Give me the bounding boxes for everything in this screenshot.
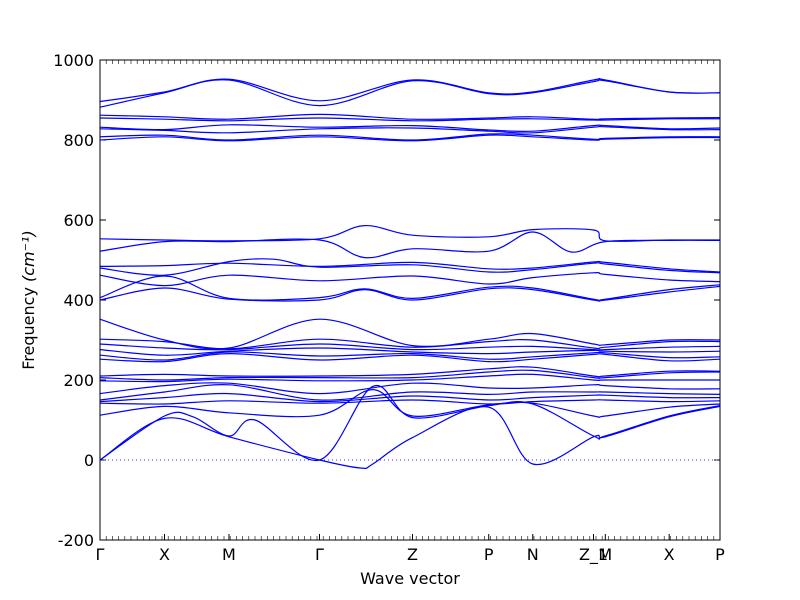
band-line-2 xyxy=(99,79,721,108)
plot-frame xyxy=(99,59,721,541)
band-line-16 xyxy=(99,318,721,350)
x-tick-label: X xyxy=(159,545,170,564)
band-line-12 xyxy=(99,258,721,276)
band-line-3 xyxy=(99,113,721,120)
x-tick-label: Z_1 xyxy=(579,545,608,565)
band-line-20 xyxy=(99,351,721,361)
y-tick-label: 1000 xyxy=(53,51,94,70)
band-line-24 xyxy=(99,373,720,383)
band-line-4 xyxy=(99,117,721,122)
band-line-9 xyxy=(99,224,721,242)
band-line-19 xyxy=(99,347,721,356)
y-axis-label: Frequency (cm⁻¹) xyxy=(19,230,38,369)
y-tick-label: 0 xyxy=(84,451,94,470)
x-tick-label: M xyxy=(222,545,236,564)
band-line-10 xyxy=(99,231,721,259)
band-line-14 xyxy=(99,275,721,302)
band-series-group xyxy=(99,77,721,469)
band-line-29 xyxy=(99,388,721,418)
band-line-25 xyxy=(99,382,721,395)
band-line-1 xyxy=(99,77,721,103)
band-line-26 xyxy=(99,384,721,401)
y-axis-label-text: Frequency xyxy=(19,287,38,370)
band-line-8 xyxy=(99,134,721,142)
x-axis-label: Wave vector xyxy=(360,569,460,588)
band-line-27 xyxy=(99,392,721,403)
x-tick-label: Γ xyxy=(96,545,105,564)
band-line-11 xyxy=(99,260,721,273)
band-line-23 xyxy=(99,369,721,381)
band-line-17 xyxy=(99,338,721,350)
band-line-22 xyxy=(99,366,721,378)
band-line-28 xyxy=(99,399,721,405)
y-axis-label-unit: (cm⁻¹) xyxy=(19,230,38,282)
y-tick-label: 600 xyxy=(63,211,94,230)
band-line-6 xyxy=(99,125,721,134)
band-line-21 xyxy=(99,352,721,363)
y-tick-label: 400 xyxy=(63,291,94,310)
y-tick-label: -200 xyxy=(58,531,94,550)
x-axis: Γ X M Γ Z P N Z_1M X P xyxy=(96,60,725,565)
x-tick-label: X xyxy=(664,545,675,564)
x-tick-label: Z xyxy=(407,545,418,564)
x-tick-label: P xyxy=(484,545,494,564)
band-line-18 xyxy=(99,343,721,351)
y-tick-label: 800 xyxy=(63,131,94,150)
x-tick-label: Γ xyxy=(315,545,324,564)
band-line-15 xyxy=(99,285,721,302)
x-tick-label: P xyxy=(715,545,725,564)
x-tick-label: M xyxy=(598,545,612,564)
band-line-31 xyxy=(99,405,721,469)
y-axis: -200 0 200 400 600 800 1000 xyxy=(53,51,720,550)
band-line-5 xyxy=(99,124,721,133)
band-line-13 xyxy=(99,272,721,287)
x-tick-label: N xyxy=(527,545,539,564)
band-line-7 xyxy=(99,133,721,141)
y-tick-label: 200 xyxy=(63,371,94,390)
